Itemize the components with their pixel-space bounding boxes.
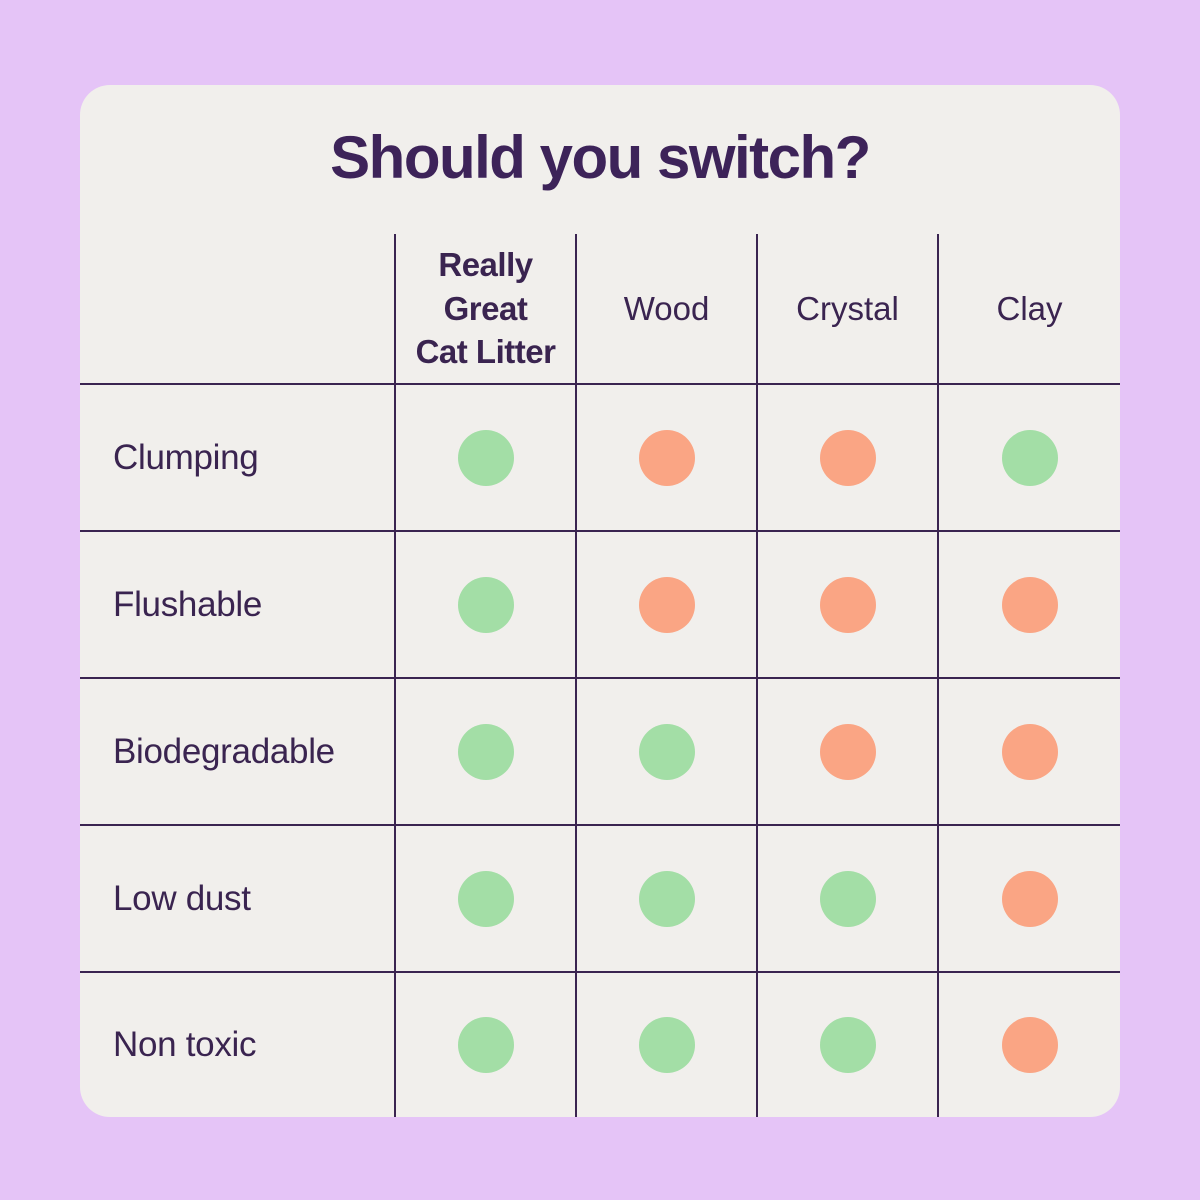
feature-dot	[819, 429, 876, 486]
table-corner-cell	[80, 234, 396, 383]
feature-dot	[638, 576, 695, 633]
table-cell	[396, 971, 577, 1117]
feature-dot	[1001, 723, 1058, 780]
table-cell	[577, 971, 758, 1117]
feature-dot	[1001, 1017, 1058, 1073]
feature-dot	[457, 870, 514, 927]
table-cell	[758, 824, 939, 971]
page-title: Should you switch?	[330, 124, 871, 191]
table-cell	[577, 383, 758, 530]
table-cell	[396, 530, 577, 677]
row-label-flushable: Flushable	[80, 530, 396, 677]
row-label-low-dust: Low dust	[80, 824, 396, 971]
comparison-table: Really Great Cat Litter Wood Crystal Cla…	[80, 234, 1120, 1117]
feature-dot	[819, 1017, 876, 1073]
feature-dot	[457, 429, 514, 486]
feature-dot	[1001, 429, 1058, 486]
feature-dot	[457, 576, 514, 633]
table-cell	[758, 530, 939, 677]
row-label-clumping: Clumping	[80, 383, 396, 530]
feature-dot	[819, 870, 876, 927]
feature-dot	[1001, 870, 1058, 927]
table-cell	[939, 530, 1120, 677]
table-cell	[758, 971, 939, 1117]
comparison-card: Should you switch? Really Great Cat Litt…	[80, 85, 1120, 1117]
table-cell	[939, 824, 1120, 971]
table-cell	[396, 383, 577, 530]
table-cell	[577, 530, 758, 677]
table-cell	[577, 824, 758, 971]
feature-dot	[457, 723, 514, 780]
feature-dot	[819, 576, 876, 633]
column-header-really-great-cat-litter: Really Great Cat Litter	[396, 234, 577, 383]
table-cell	[939, 383, 1120, 530]
table-cell	[939, 677, 1120, 824]
feature-dot	[638, 723, 695, 780]
row-label-biodegradable: Biodegradable	[80, 677, 396, 824]
feature-dot	[819, 723, 876, 780]
feature-dot	[638, 870, 695, 927]
feature-dot	[638, 429, 695, 486]
column-header-clay: Clay	[996, 289, 1063, 327]
table-cell	[939, 971, 1120, 1117]
table-cell	[396, 677, 577, 824]
column-header-wood: Wood	[577, 234, 758, 383]
row-label-non-toxic: Non toxic	[80, 971, 396, 1117]
feature-dot	[638, 1017, 695, 1073]
feature-dot	[1001, 576, 1058, 633]
feature-dot	[457, 1017, 514, 1073]
table-cell	[396, 824, 577, 971]
table-cell	[758, 383, 939, 530]
table-cell	[577, 677, 758, 824]
table-cell	[758, 677, 939, 824]
column-header-crystal: Crystal	[758, 234, 939, 383]
